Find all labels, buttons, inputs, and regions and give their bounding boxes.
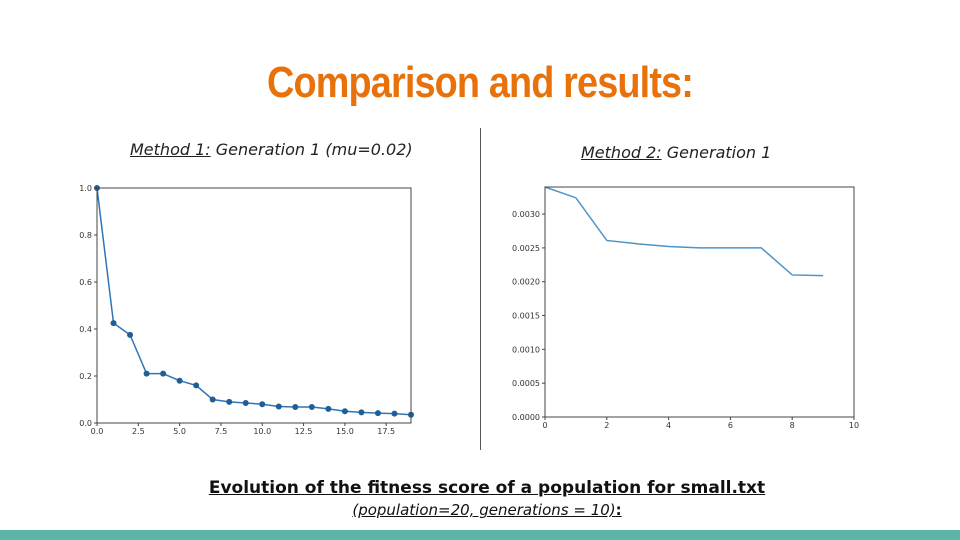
footer-accent-bar <box>0 530 960 540</box>
bottom-subtitle-text: (population=20, generations = 10) <box>352 501 616 519</box>
method1-series-line <box>96 187 412 416</box>
method1-data-point <box>176 377 183 384</box>
method1-data-point <box>358 409 365 416</box>
method1-data-point <box>242 400 249 407</box>
method2-y-tick-label: 0.0015 <box>512 312 540 321</box>
method2-series-line <box>544 186 824 277</box>
method1-x-tick-label: 0.0 <box>91 427 104 436</box>
method1-x-tick-label: 17.5 <box>377 427 395 436</box>
method2-y-tick-label: 0.0000 <box>512 413 540 422</box>
method2-x-tick-label: 8 <box>790 421 795 430</box>
method1-x-tick-label: 2.5 <box>132 427 145 436</box>
left-chart-caption: Method 1: Generation 1 (mu=0.02) <box>130 140 413 159</box>
method1-data-point <box>259 401 266 408</box>
method2-y-tick-label: 0.0020 <box>512 278 540 287</box>
method2-x-tick-label: 2 <box>604 421 609 430</box>
method1-data-point <box>143 370 150 377</box>
bottom-subtitle: (population=20, generations = 10): <box>0 501 960 519</box>
bottom-title: Evolution of the fitness score of a popu… <box>208 478 766 498</box>
method2-y-tick-label: 0.0025 <box>512 244 540 253</box>
method1-x-tick-label: 15.0 <box>336 427 354 436</box>
left-caption-method: Method 1: <box>130 140 211 159</box>
method2-y-tick-label: 0.0030 <box>512 210 540 219</box>
method2-x-tick-label: 10 <box>849 421 859 430</box>
method1-y-tick-label: 0.2 <box>79 372 92 381</box>
method1-data-point <box>391 410 398 417</box>
method2-y-tick-label: 0.0010 <box>512 345 540 354</box>
method1-y-tick-label: 0.6 <box>79 278 92 287</box>
method1-x-tick-label: 12.5 <box>295 427 313 436</box>
method1-data-point <box>292 404 299 411</box>
slide-title: Comparison and results: <box>267 58 694 107</box>
method1-y-tick-label: 0.0 <box>79 419 92 428</box>
left-caption-rest: Generation 1 (mu=0.02) <box>210 140 413 159</box>
method1-data-point <box>374 410 381 417</box>
method1-x-tick-label: 5.0 <box>173 427 186 436</box>
right-caption-method: Method 2: <box>581 143 662 162</box>
method1-data-point <box>275 403 282 410</box>
method2-plot-frame <box>544 186 855 418</box>
method1-data-point <box>341 408 348 415</box>
method1-data-point <box>193 382 200 389</box>
bottom-subtitle-colon: : <box>615 501 622 519</box>
method1-data-point <box>110 320 117 327</box>
method1-data-point <box>226 398 233 405</box>
vertical-divider <box>480 128 481 450</box>
method1-data-point <box>127 331 134 338</box>
method2-x-tick-label: 6 <box>728 421 733 430</box>
method1-y-tick-label: 0.4 <box>79 325 92 334</box>
method1-data-point <box>209 396 216 403</box>
method1-data-point <box>160 370 167 377</box>
method1-y-tick-label: 0.8 <box>79 231 92 240</box>
method1-plot-frame <box>96 187 412 424</box>
method2-x-tick-label: 4 <box>666 421 671 430</box>
method2-y-tick-label: 0.0005 <box>512 379 540 388</box>
method1-x-tick-label: 10.0 <box>253 427 271 436</box>
method2-fitness-chart: 0 2 4 6 8 10 0.0000 0.0005 0.0010 0.0015 0.0020 0.0… <box>512 186 859 430</box>
method1-x-tick-label: 7.5 <box>215 427 228 436</box>
method1-data-point <box>308 404 315 411</box>
method2-x-tick-label: 0 <box>542 421 547 430</box>
method1-y-tick-label: 1.0 <box>79 184 92 193</box>
right-chart-caption: Method 2: Generation 1 <box>581 143 771 162</box>
method1-fitness-chart: 0.0 2.5 5.0 7.5 10.0 12.5 15.0 17.5 0.0 0.2 0.4 0.6… <box>79 184 414 436</box>
right-caption-rest: Generation 1 <box>661 143 772 162</box>
method1-data-point <box>325 405 332 412</box>
